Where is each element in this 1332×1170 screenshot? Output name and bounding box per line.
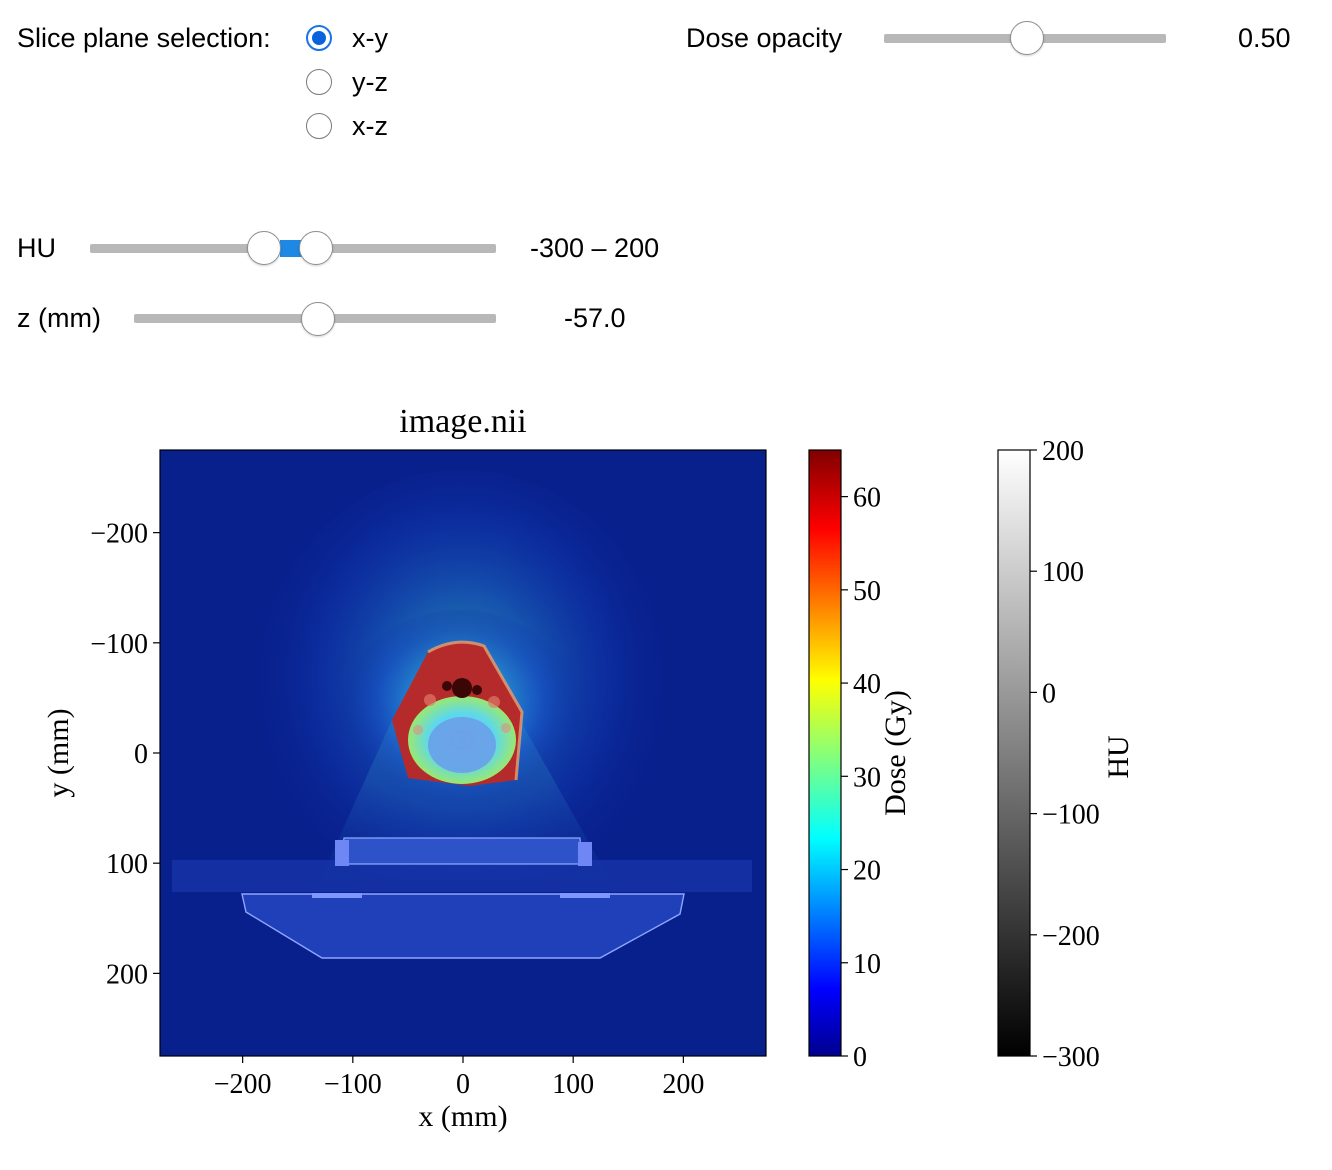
slice-plane-label: Slice plane selection: [17, 23, 271, 53]
colorbar-tick-label: 0 [1042, 678, 1056, 709]
colorbar-tick-label: 40 [853, 669, 881, 700]
colorbar-tick-label: −300 [1042, 1042, 1100, 1073]
y-axis-label: y (mm) [42, 708, 75, 797]
y-tick-label: −100 [90, 629, 148, 660]
radio-button[interactable] [306, 69, 332, 95]
hu-range-value: -300 – 200 [530, 233, 660, 263]
x-tick-label: −200 [214, 1069, 272, 1100]
hu-colorbar-ticks: −300 −200 −100 0 100 200 [1030, 436, 1100, 1073]
y-tick-label: −200 [90, 519, 148, 550]
colorbar-tick-label: 30 [853, 762, 881, 793]
colorbar-tick-label: 50 [853, 576, 881, 607]
x-tick-label: 200 [662, 1069, 704, 1100]
colorbar-tick-label: 20 [853, 856, 881, 887]
y-tick-label: 100 [106, 849, 148, 880]
dose-image [172, 470, 752, 959]
radio-label: y-z [352, 66, 388, 97]
dose-colorbar-ticks: 0 10 20 30 40 50 60 [841, 483, 881, 1073]
dose-colorbar-label: Dose (Gy) [879, 690, 912, 816]
z-label: z (mm) [17, 303, 101, 333]
colorbar-tick-label: 100 [1042, 557, 1084, 588]
colorbar-tick-label: −100 [1042, 800, 1100, 831]
z-slider-thumb[interactable] [301, 302, 335, 336]
y-tick-label: 0 [134, 739, 148, 770]
y-tick-label: 200 [106, 959, 148, 990]
hu-colorbar [997, 449, 1031, 1057]
colorbar-tick-label: 200 [1042, 436, 1084, 467]
z-value: -57.0 [564, 303, 626, 333]
dose-opacity-slider-thumb[interactable] [1010, 21, 1044, 55]
radio-button[interactable] [306, 113, 332, 139]
hu-range-low-thumb[interactable] [247, 231, 281, 265]
x-tick-label: 0 [456, 1069, 470, 1100]
hu-range-high-thumb[interactable] [299, 231, 333, 265]
radio-button-selected[interactable] [306, 25, 332, 51]
hu-colorbar-label: HU [1102, 735, 1135, 779]
chart-title: image.nii [399, 403, 526, 440]
x-axis: −200 −100 0 100 200 [214, 1056, 704, 1100]
colorbar-tick-label: 60 [853, 483, 881, 514]
colorbar-tick-label: −200 [1042, 921, 1100, 952]
radio-label: x-z [352, 110, 388, 141]
x-tick-label: −100 [324, 1069, 382, 1100]
x-tick-label: 100 [552, 1069, 594, 1100]
radio-option-y-z[interactable]: y-z [306, 64, 388, 100]
hu-label: HU [17, 233, 56, 263]
x-axis-label: x (mm) [418, 1100, 507, 1133]
y-axis: −200 −100 0 100 200 [90, 519, 160, 990]
colorbar-tick-label: 0 [853, 1042, 867, 1073]
dose-opacity-value: 0.50 [1238, 23, 1291, 53]
radio-label: x-y [352, 22, 388, 53]
dose-opacity-label: Dose opacity [686, 23, 843, 53]
radio-option-x-z[interactable]: x-z [306, 108, 388, 144]
radio-option-x-y[interactable]: x-y [306, 20, 388, 56]
dose-colorbar [808, 449, 842, 1057]
hu-range-selected-fill [280, 240, 302, 257]
colorbar-tick-label: 10 [853, 949, 881, 980]
